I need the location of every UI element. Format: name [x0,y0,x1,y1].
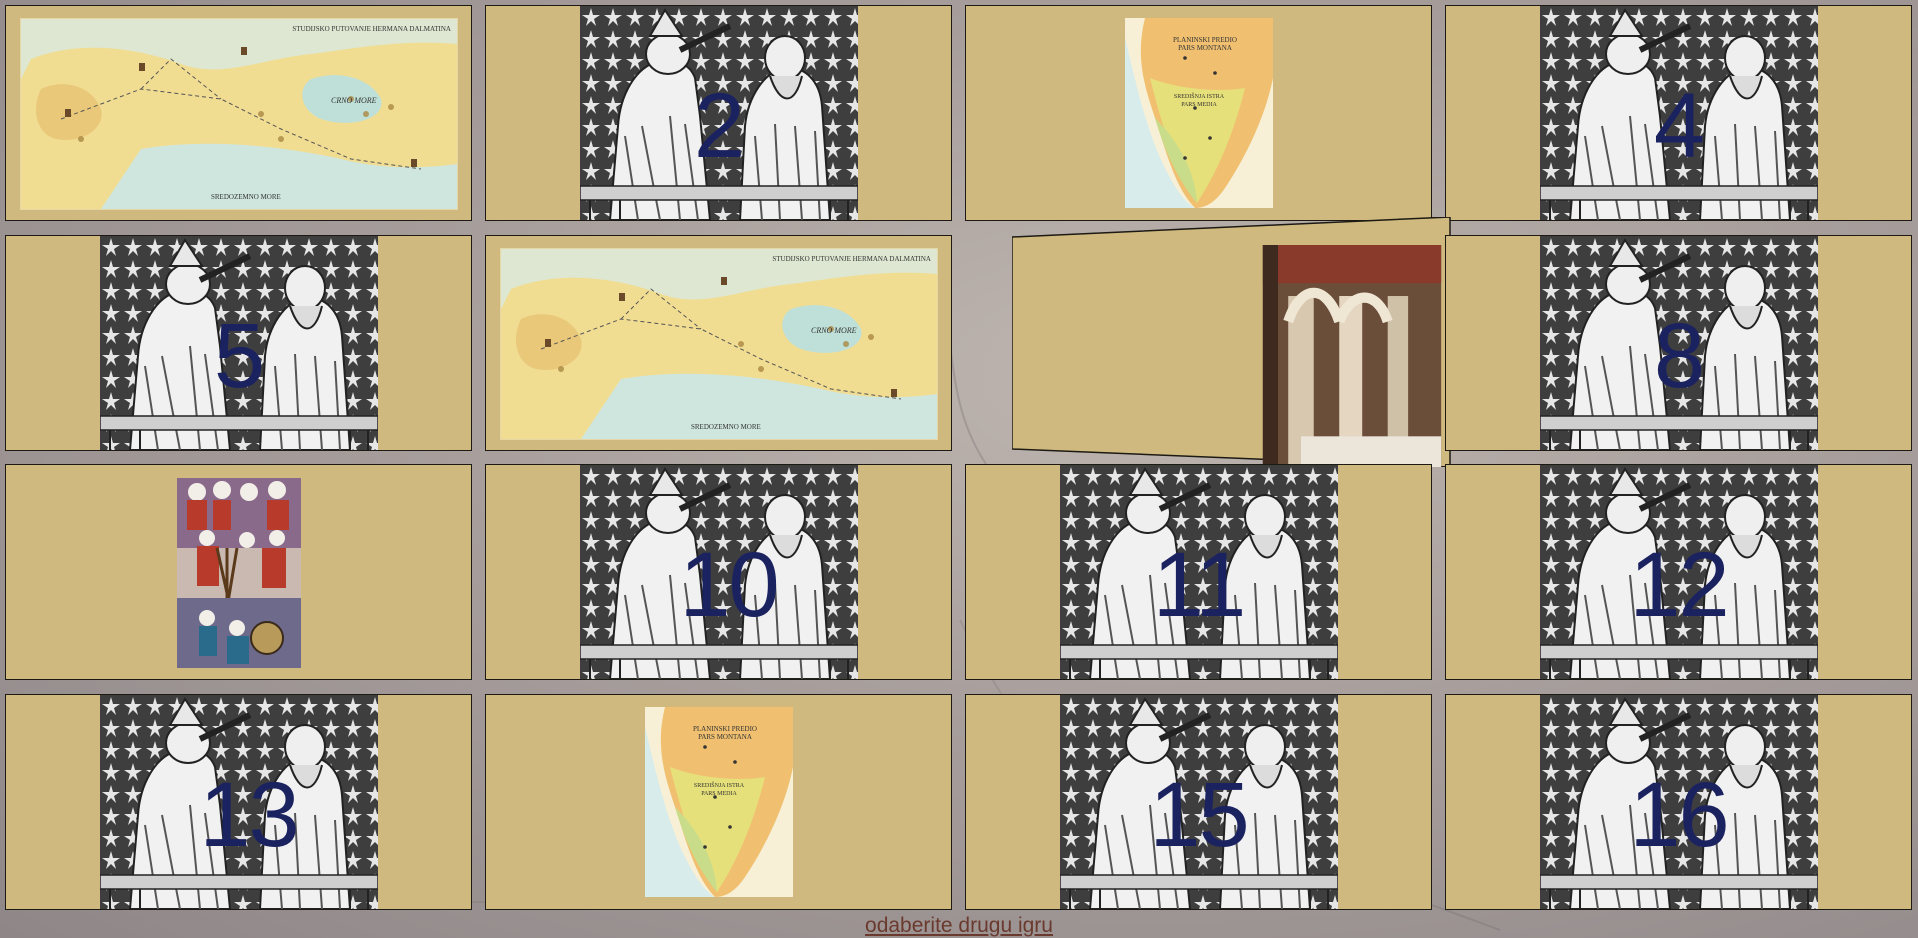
engraving-image [1059,695,1338,909]
memory-card-4[interactable]: 4 [1445,5,1912,221]
svg-text:SREDOZEMNO MORE: SREDOZEMNO MORE [691,423,761,431]
svg-text:SREDIŠNJA ISTRA: SREDIŠNJA ISTRA [1173,92,1224,100]
svg-text:PLANINSKI PREDIO: PLANINSKI PREDIO [1173,36,1237,44]
choose-another-game-link[interactable]: odaberite drugu igru [0,914,1918,938]
engraving-image [579,6,858,220]
card-number: 8 [1653,305,1705,407]
memory-card-8[interactable]: 8 [1445,235,1912,451]
photo-image [176,478,301,668]
memory-card-1[interactable]: STUDIJSKO PUTOVANJE HERMANA DALMATINA CR… [5,5,472,221]
memory-card-2[interactable]: 2 [485,5,952,221]
engraving-image [99,236,378,450]
svg-text:CRNO MORE: CRNO MORE [811,326,857,335]
svg-text:PLANINSKI PREDIO: PLANINSKI PREDIO [693,725,757,733]
svg-text:PARS MEDIA: PARS MEDIA [701,791,737,797]
card-number: 5 [213,305,265,407]
memory-card-14[interactable]: PLANINSKI PREDIO PARS MONTANA SREDIŠNJA … [485,694,952,910]
memory-card-5[interactable]: 5 [5,235,472,451]
memory-card-7[interactable] [1012,217,1452,467]
memory-card-6[interactable]: STUDIJSKO PUTOVANJE HERMANA DALMATINA CR… [485,235,952,451]
memory-card-15[interactable]: 15 [965,694,1432,910]
engraving-image [1539,465,1818,679]
card-number: 10 [679,534,779,636]
svg-text:SREDOZEMNO MORE: SREDOZEMNO MORE [211,193,281,201]
engraving-image [579,465,858,679]
engraving-image [99,695,378,909]
card-number: 16 [1629,764,1729,866]
memory-card-16[interactable]: 16 [1445,694,1912,910]
card-number: 12 [1629,534,1729,636]
svg-text:STUDIJSKO PUTOVANJE HERMANA DA: STUDIJSKO PUTOVANJE HERMANA DALMATINA [292,25,451,33]
engraving-image [1059,465,1338,679]
svg-text:PARS MEDIA: PARS MEDIA [1181,102,1217,108]
memory-card-12[interactable]: 12 [1445,464,1912,680]
memory-card-13[interactable]: 13 [5,694,472,910]
card-number: 13 [199,764,299,866]
card-number: 15 [1149,764,1249,866]
memory-card-3[interactable]: PLANINSKI PREDIO PARS MONTANA SREDIŠNJA … [965,5,1432,221]
map-image: PLANINSKI PREDIO PARS MONTANA SREDIŠNJA … [1124,18,1273,208]
svg-text:CRNO MORE: CRNO MORE [331,96,377,105]
photo-image [1263,245,1442,467]
link-label[interactable]: odaberite drugu igru [865,914,1053,937]
engraving-image [1539,236,1818,450]
svg-text:SREDIŠNJA ISTRA: SREDIŠNJA ISTRA [693,781,744,789]
engraving-image [1539,695,1818,909]
card-number: 2 [693,75,745,177]
map-image: STUDIJSKO PUTOVANJE HERMANA DALMATINA CR… [20,18,458,210]
card-number: 11 [1152,534,1247,636]
svg-text:PARS MONTANA: PARS MONTANA [1178,44,1232,52]
engraving-image [1539,6,1818,220]
memory-card-9[interactable] [5,464,472,680]
card-number: 4 [1653,75,1705,177]
memory-card-11[interactable]: 11 [965,464,1432,680]
svg-text:STUDIJSKO PUTOVANJE HERMANA DA: STUDIJSKO PUTOVANJE HERMANA DALMATINA [772,255,931,263]
map-image: PLANINSKI PREDIO PARS MONTANA SREDIŠNJA … [644,707,793,897]
svg-text:PARS MONTANA: PARS MONTANA [698,733,752,741]
map-image: STUDIJSKO PUTOVANJE HERMANA DALMATINA CR… [500,248,938,440]
memory-card-10[interactable]: 10 [485,464,952,680]
